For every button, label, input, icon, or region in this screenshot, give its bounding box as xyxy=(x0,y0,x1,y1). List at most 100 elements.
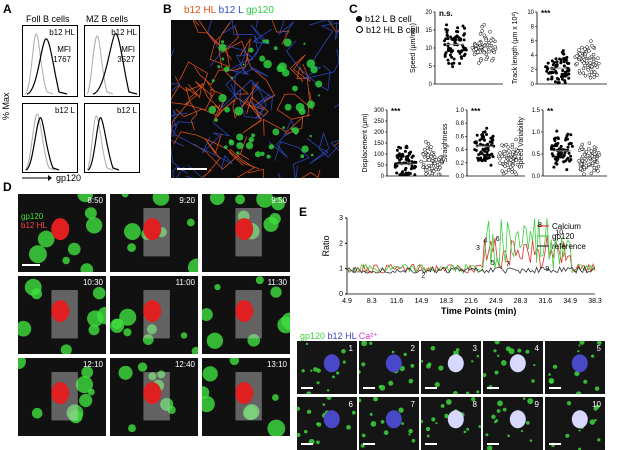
data-point xyxy=(480,24,484,29)
cell-track xyxy=(171,145,188,178)
gp120-spot xyxy=(301,145,309,153)
scale-bar xyxy=(487,387,499,389)
tick-label: 200 xyxy=(374,130,385,136)
data-point xyxy=(456,26,460,30)
gp120-spot xyxy=(298,107,306,115)
data-point xyxy=(561,69,565,72)
data-point xyxy=(556,153,560,156)
gp120-spot xyxy=(254,151,262,158)
data-point xyxy=(582,172,586,176)
cell-track xyxy=(248,94,274,120)
data-point xyxy=(472,52,477,57)
cell-track xyxy=(225,35,259,100)
tick-label: 1.0 xyxy=(532,130,541,136)
hist-name: b12 L xyxy=(116,106,137,115)
data-point xyxy=(486,146,490,150)
data-point xyxy=(510,170,514,174)
x-tick: 8.3 xyxy=(367,298,377,305)
data-point xyxy=(412,166,416,170)
cell-track xyxy=(306,131,330,165)
data-point xyxy=(484,38,488,43)
data-point xyxy=(584,149,589,154)
data-point xyxy=(479,156,483,160)
y-axis-label: Displacement (µm) xyxy=(362,114,369,173)
gp120-spot xyxy=(310,65,318,74)
data-point xyxy=(582,61,586,65)
gp120-spot xyxy=(230,76,234,79)
x-tick: 14.9 xyxy=(415,298,429,305)
tick-label: 20 xyxy=(425,10,432,16)
data-point xyxy=(587,146,591,151)
frame-number: 8 xyxy=(472,400,477,409)
cell-track xyxy=(194,54,248,86)
data-point xyxy=(580,45,584,50)
data-point xyxy=(566,132,570,136)
cell-track xyxy=(207,20,222,68)
gp120-spot xyxy=(218,94,227,103)
gp120-spot xyxy=(236,142,244,150)
data-point xyxy=(504,170,508,174)
data-point xyxy=(405,144,409,148)
data-point xyxy=(477,41,482,45)
cell-track xyxy=(229,148,255,178)
data-point xyxy=(432,169,436,173)
cell-track xyxy=(263,116,304,136)
cell-track xyxy=(221,20,237,35)
calcium-frame: 6 xyxy=(297,397,357,450)
cell-track xyxy=(242,81,263,134)
data-point xyxy=(404,166,408,170)
data-point xyxy=(479,152,483,156)
x-tick: 31.6 xyxy=(539,298,553,305)
data-point xyxy=(555,129,559,133)
hist-name: b12 L xyxy=(54,106,75,115)
data-point xyxy=(492,144,496,148)
data-point xyxy=(562,60,566,64)
data-point xyxy=(595,160,600,165)
panel-label-d: D xyxy=(3,180,12,194)
tick-label: 0.6 xyxy=(456,134,465,140)
data-point xyxy=(474,47,478,51)
ca-legend: gp120 b12 HL Ca²⁺ xyxy=(300,331,379,341)
data-point xyxy=(419,159,423,164)
data-point xyxy=(485,133,488,136)
data-point xyxy=(477,61,481,65)
gp120-spot xyxy=(248,136,255,143)
data-point xyxy=(561,74,565,78)
legend-entry: reference xyxy=(552,242,586,251)
cell-track xyxy=(201,121,231,154)
gp120-spot xyxy=(306,59,316,68)
gp120-spot xyxy=(264,39,270,44)
data-point xyxy=(421,165,425,170)
data-point xyxy=(514,137,518,142)
data-point xyxy=(479,142,482,146)
tick-label: 0.0 xyxy=(532,174,541,180)
cell-track xyxy=(171,81,216,137)
data-point xyxy=(482,33,487,38)
data-point xyxy=(590,43,594,48)
data-point xyxy=(498,161,502,165)
legend-b12-hl: b12 HL B cell xyxy=(356,25,419,35)
gp120-spot xyxy=(306,100,315,109)
data-point xyxy=(565,168,569,172)
frame-number: 10 xyxy=(592,400,601,409)
data-point xyxy=(482,138,486,141)
data-point xyxy=(583,47,587,51)
timestamp: 8:50 xyxy=(87,196,103,205)
gp120-spot xyxy=(245,142,254,150)
data-point xyxy=(569,154,573,158)
frame-number: 2 xyxy=(410,344,415,353)
mfi-label: MFI xyxy=(121,45,135,54)
data-point xyxy=(450,62,454,66)
gp120-spot xyxy=(266,154,271,159)
frame-number: 7 xyxy=(410,400,415,409)
gp120-spot xyxy=(290,127,295,131)
data-point xyxy=(463,26,466,30)
data-point xyxy=(406,173,410,177)
data-point xyxy=(563,81,567,85)
data-point xyxy=(577,48,581,52)
x-axis-label: Time Points (min) xyxy=(441,306,516,316)
data-point xyxy=(493,44,497,49)
data-point xyxy=(498,151,502,155)
timestamp: 11:00 xyxy=(175,278,195,287)
data-point xyxy=(506,168,511,172)
